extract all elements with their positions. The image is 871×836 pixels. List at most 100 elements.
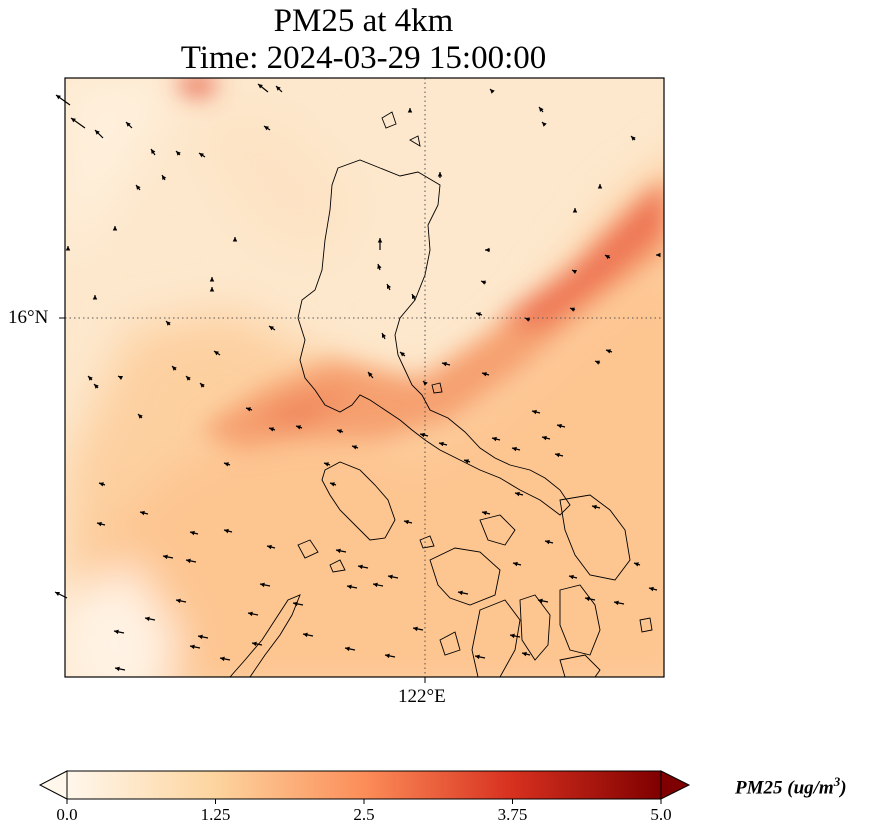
wind-arrow-head <box>186 376 191 381</box>
wind-arrow-head <box>439 441 444 447</box>
wind-arrow-head <box>542 122 547 127</box>
coastlines <box>229 111 653 677</box>
wind-arrow-head <box>515 491 520 497</box>
wind-arrow-head <box>232 237 238 242</box>
islets <box>297 111 653 656</box>
wind-arrow-head <box>336 548 341 554</box>
wind-arrow-head <box>539 107 544 112</box>
wind-arrow-head <box>209 287 215 292</box>
wind-arrow-head <box>94 384 99 389</box>
wind-arrow-head <box>570 307 575 312</box>
wind-arrow-head <box>437 172 443 177</box>
wind-arrow-head <box>476 312 481 317</box>
wind-arrow-head <box>464 459 469 464</box>
wind-arrow-head <box>492 436 497 442</box>
wind-arrow-head <box>267 544 272 550</box>
wind-arrow-head <box>264 126 269 131</box>
wind-arrow-head <box>324 462 329 467</box>
wind-arrow-head <box>542 435 547 441</box>
wind-arrow-head <box>246 407 251 412</box>
longitude-label: 122°E <box>398 686 446 707</box>
wind-arrow-head <box>140 510 145 516</box>
wind-arrow-head <box>199 153 204 158</box>
wind-arrow-head <box>368 372 373 377</box>
wind-arrow-head <box>482 372 487 377</box>
wind-arrow-head <box>347 584 352 590</box>
wind-arrow-head <box>190 644 195 650</box>
wind-arrow-head <box>385 653 390 659</box>
wind-arrow-head <box>510 633 515 639</box>
wind-arrow-head <box>592 504 597 510</box>
bohol-coastline <box>559 654 601 677</box>
wind-arrow-head <box>512 446 517 452</box>
wind-arrow-head <box>377 264 382 269</box>
wind-arrow-head <box>248 611 253 617</box>
wind-arrow-head <box>400 352 405 357</box>
wind-arrow-head <box>572 270 578 275</box>
wind-arrow-head <box>115 666 120 672</box>
wind-arrow-head <box>224 528 229 534</box>
wind-vectors <box>54 83 661 672</box>
colorbar-extend-min <box>38 770 68 800</box>
wind-arrow-head <box>163 554 168 560</box>
wind-arrow-head <box>606 349 611 354</box>
wind-arrow-head <box>209 277 215 282</box>
colorbar-tick-label: 1.25 <box>200 805 231 824</box>
wind-arrow-head <box>138 414 143 419</box>
wind-arrow-head <box>387 284 392 290</box>
wind-arrow-head <box>269 427 274 432</box>
wind-arrow-head <box>377 238 383 243</box>
wind-arrow-head <box>382 333 387 339</box>
mindoro-coastline <box>321 461 396 541</box>
colorbar-tick-label: 3.75 <box>497 805 528 824</box>
wind-arrow-head <box>413 626 418 632</box>
wind-arrow-head <box>176 598 181 604</box>
wind-arrow-head <box>136 185 141 190</box>
latitude-label: 16°N <box>8 307 49 328</box>
wind-arrow-head <box>404 519 409 525</box>
wind-arrow-head <box>190 530 195 536</box>
samar-coastline <box>559 494 631 581</box>
colorbar-tick-label: 2.5 <box>353 805 375 824</box>
wind-arrow-head <box>569 574 574 580</box>
palawan-coastline <box>229 594 301 677</box>
wind-arrow-head <box>631 136 636 141</box>
wind-arrow-head <box>412 294 417 300</box>
wind-arrow-head <box>614 600 619 606</box>
wind-arrow-head <box>200 383 205 388</box>
wind-arrow-head <box>585 596 590 602</box>
wind-arrow-head <box>388 574 393 580</box>
wind-arrow-head <box>538 598 543 604</box>
wind-arrow-head <box>88 376 93 381</box>
wind-arrow-head <box>118 376 124 381</box>
wind-arrow-head <box>214 351 219 356</box>
wind-arrow-head <box>260 582 265 588</box>
wind-arrow-head <box>176 151 181 156</box>
wind-arrow-head <box>373 582 378 588</box>
wind-arrow-head <box>545 539 550 545</box>
wind-arrow-head <box>572 208 578 213</box>
wind-arrow-head <box>269 326 274 331</box>
wind-arrow-head <box>95 130 100 135</box>
wind-arrow-head <box>555 452 560 458</box>
wind-arrow-head <box>345 646 350 652</box>
wind-arrow-head <box>513 561 518 567</box>
wind-arrow-head <box>482 510 487 516</box>
wind-arrow-head <box>97 521 102 527</box>
wind-arrow-head <box>605 255 610 260</box>
wind-arrow-head <box>595 360 600 365</box>
wind-arrow-head <box>71 118 76 123</box>
map-title-time: Time: 2024-03-29 15:00:00 <box>180 40 547 76</box>
wind-arrow-head <box>224 462 229 467</box>
wind-arrow-head <box>649 586 654 592</box>
wind-arrow-head <box>485 247 490 253</box>
wind-arrow-head <box>252 641 257 647</box>
wind-arrow-head <box>358 564 363 570</box>
wind-arrow-head <box>92 295 98 300</box>
wind-arrow-head <box>481 280 486 285</box>
wind-arrow-head <box>442 361 447 367</box>
wind-arrow-head <box>258 84 263 89</box>
wind-arrow-head <box>112 226 118 231</box>
